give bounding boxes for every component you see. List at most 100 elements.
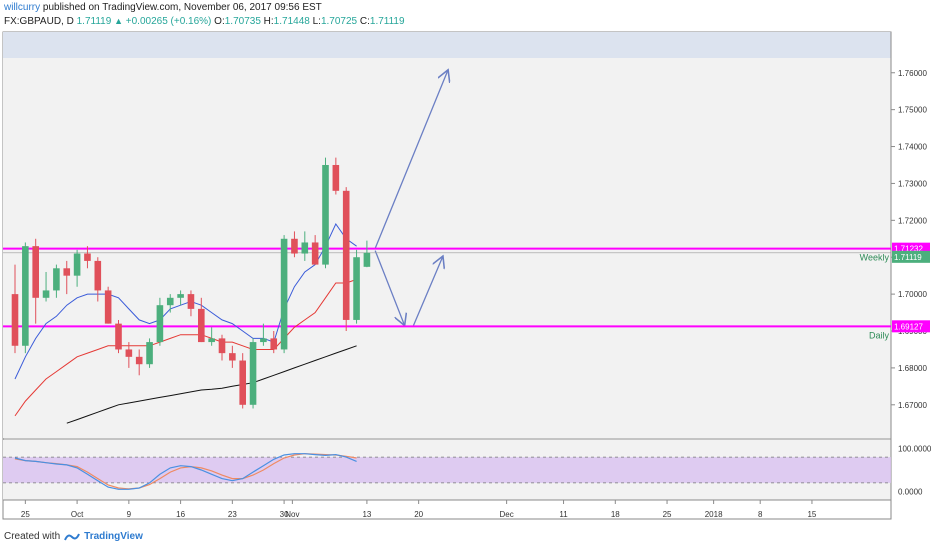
ema-slow-line	[66, 345, 357, 424]
time-tick-label: 25	[21, 510, 30, 519]
candle-body	[270, 338, 278, 350]
candle-body	[94, 260, 102, 291]
time-tick-label: 8	[758, 510, 763, 519]
level-price-tag	[892, 320, 930, 333]
time-tick-label: Nov	[285, 510, 299, 519]
low-value: 1.70725	[320, 16, 358, 27]
projection-arrow	[374, 71, 447, 249]
time-tick-label: Oct	[71, 510, 84, 519]
author-name[interactable]: willcurry	[4, 2, 41, 13]
time-tick-label: 16	[176, 510, 185, 519]
candle-body	[115, 323, 122, 350]
symbol-label: FX:GBPAUD, D	[4, 16, 74, 27]
level-name-label: Weekly	[860, 253, 890, 263]
stochastic-d-line	[14, 453, 357, 490]
candle-body	[322, 164, 329, 265]
candle-body	[332, 164, 340, 191]
candle-body	[218, 338, 226, 354]
time-tick-label: 18	[611, 510, 620, 519]
candle-body	[166, 297, 174, 306]
ema-fast-line	[14, 223, 357, 380]
price-tick-label: 1.68000	[898, 364, 927, 373]
price-tick-label: 1.67000	[898, 401, 927, 410]
candle-body	[156, 305, 164, 343]
candle-body	[198, 308, 205, 343]
header-publish-line: willcurry published on TradingView.com, …	[4, 2, 322, 13]
low-label: L:	[312, 16, 321, 27]
price-tick-label: 1.76000	[898, 69, 927, 78]
candle-body	[249, 342, 257, 405]
stochastic-tick-label: 0.0000	[898, 487, 923, 496]
candle-body	[42, 290, 50, 298]
projection-arrows	[374, 71, 447, 326]
level-price-tag-text: 1.69127	[894, 322, 923, 331]
candles	[11, 157, 371, 409]
projection-arrow	[412, 257, 442, 326]
tradingview-brand[interactable]: TradingView	[84, 531, 143, 542]
candle-body	[73, 253, 81, 276]
price-chart[interactable]: 1.760001.750001.740001.730001.720001.710…	[0, 0, 932, 530]
time-tick-label: 20	[414, 510, 423, 519]
candle-body	[104, 290, 112, 324]
candle-body	[53, 268, 60, 291]
time-tick-label: 2018	[705, 510, 723, 519]
candle-body	[239, 360, 246, 405]
price-change: +0.00265 (+0.16%)	[125, 16, 212, 27]
candle-body	[353, 257, 360, 320]
horizontal-levels	[3, 247, 891, 328]
candle-body	[363, 252, 371, 267]
time-tick-label: 15	[807, 510, 816, 519]
stochastic-band	[3, 456, 891, 484]
price-tick-label: 1.75000	[898, 106, 927, 115]
time-tick-label: 13	[362, 510, 371, 519]
candle-body	[342, 190, 350, 320]
candle-body	[177, 294, 184, 298]
level-name-label: Daily	[869, 330, 890, 340]
time-tick-label: 23	[228, 510, 237, 519]
last-price-tag	[892, 250, 930, 263]
tradingview-logo-icon	[64, 533, 81, 540]
candle-body	[32, 246, 39, 298]
last-price: 1.71119	[76, 16, 112, 27]
price-tick-label: 1.73000	[898, 179, 927, 188]
candle-body	[84, 253, 91, 261]
close-value: 1.71119	[369, 16, 405, 27]
open-label: O:	[214, 16, 225, 27]
candle-body	[280, 238, 288, 350]
level-tags: 1.71232 Weekly 1.69127 Daily 1.71119	[860, 242, 930, 340]
price-axis: 1.760001.750001.740001.730001.720001.710…	[891, 69, 932, 496]
candle-body	[229, 353, 236, 361]
footer: Created with TradingView	[4, 531, 143, 542]
up-arrow-icon: ▲	[114, 16, 123, 26]
last-price-tag-text: 1.71119	[894, 253, 922, 262]
candle-body	[301, 242, 309, 254]
open-value: 1.70735	[224, 16, 261, 27]
stochastic-tick-label: 100.0000	[898, 445, 932, 454]
candle-body	[260, 338, 267, 343]
stochastic-k-line	[14, 453, 357, 490]
candle-body	[208, 338, 215, 343]
time-tick-label: 9	[127, 510, 132, 519]
candle-body	[135, 356, 143, 365]
candle-body	[22, 246, 29, 346]
stochastic-band-fill	[3, 457, 891, 483]
top-zone	[3, 32, 891, 58]
high-value: 1.71448	[273, 16, 310, 27]
projection-arrow	[374, 250, 404, 325]
time-tick-label: 11	[559, 510, 568, 519]
candle-body	[291, 238, 298, 254]
time-tick-label: 30	[280, 510, 289, 519]
price-tick-label: 1.74000	[898, 143, 927, 152]
candle-body	[311, 242, 319, 265]
created-with-label: Created with	[4, 531, 61, 542]
candle-body	[187, 294, 195, 309]
price-tick-label: 1.72000	[898, 216, 927, 225]
ema-mid-line	[14, 278, 357, 417]
moving-averages	[14, 223, 357, 424]
candle-body	[146, 342, 153, 365]
publish-info: published on TradingView.com, November 0…	[42, 2, 322, 13]
candle-body	[125, 349, 133, 357]
level-price-tag-text: 1.71232	[894, 245, 923, 254]
price-tick-label: 1.70000	[898, 290, 927, 299]
